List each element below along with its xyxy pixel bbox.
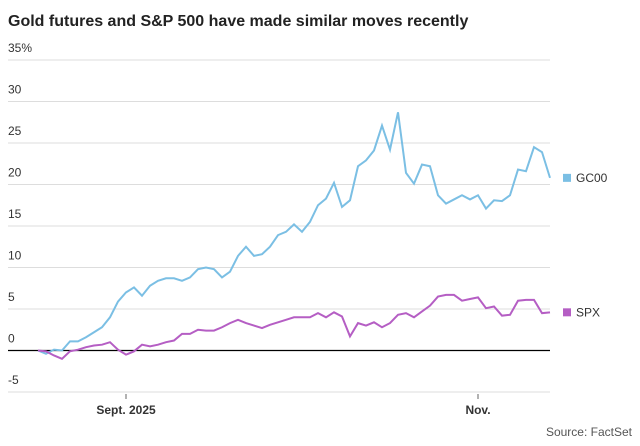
x-tick-label: Nov. xyxy=(465,403,490,417)
y-tick-label: 15 xyxy=(8,207,22,221)
y-tick-label: 5 xyxy=(8,290,15,304)
y-tick-label: 30 xyxy=(8,83,22,97)
legend-swatch xyxy=(563,173,571,182)
y-tick-label: -5 xyxy=(8,373,19,387)
y-tick-label: 35% xyxy=(8,41,32,55)
source: Source: FactSet xyxy=(546,425,633,439)
line xyxy=(37,112,551,355)
line xyxy=(37,293,551,360)
legend-label: GC00 xyxy=(576,171,608,185)
y-tick-label: 20 xyxy=(8,166,22,180)
legend-swatch xyxy=(563,308,571,317)
y-tick-label: 25 xyxy=(8,124,22,138)
y-tick-label: 10 xyxy=(8,249,22,263)
x-tick-label: Sept. 2025 xyxy=(96,403,156,417)
chart-title: Gold futures and S&P 500 have made simil… xyxy=(8,13,468,30)
legend-label: SPX xyxy=(576,305,600,319)
y-tick-label: 0 xyxy=(8,332,15,346)
